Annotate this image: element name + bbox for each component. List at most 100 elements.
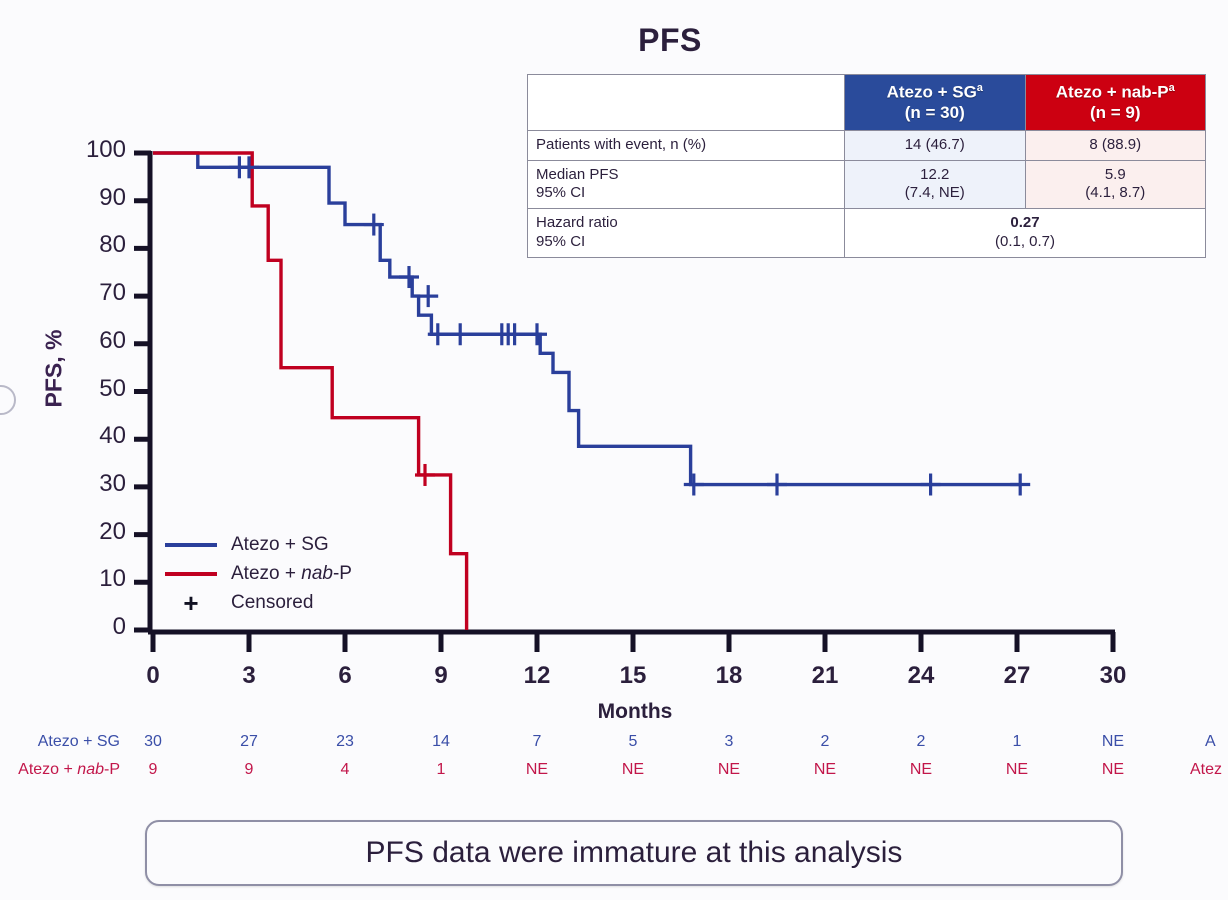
summary-value-median-sg-l1: 12.2 — [920, 165, 950, 183]
at-risk-value: 3 — [724, 733, 734, 750]
at-risk-value: 9 — [148, 761, 158, 778]
at-risk-value: NE — [525, 761, 549, 778]
summary-value-hazard-ratio-ci: (0.1, 0.7) — [994, 232, 1056, 250]
y-axis-tick-label: 90 — [99, 183, 126, 211]
x-axis-tick-label: 27 — [1003, 662, 1031, 689]
censor-marks-atezo-sg — [229, 156, 1031, 496]
at-risk-end-label-sg: A — [1205, 733, 1216, 750]
x-axis-tick-label: 6 — [338, 662, 352, 689]
y-axis-tick-label: 40 — [99, 422, 126, 450]
y-axis-tick-label: 0 — [112, 613, 126, 640]
at-risk-value: 1 — [436, 761, 446, 778]
annotation-banner: PFS data were immature at this analysis — [145, 820, 1123, 886]
at-risk-value: NE — [813, 761, 837, 778]
at-risk-row-nab: Atezo + nab-P Atez 9 9 4 1 NE NE NE NE NE NE NE — [0, 761, 1228, 787]
table-row: Hazard ratio 95% CI 0.27 (0.1, 0.7) — [527, 208, 1206, 258]
legend-item-atezo-sg: Atezo + SG — [165, 530, 352, 559]
at-risk-value: NE — [717, 761, 741, 778]
at-risk-value: 27 — [240, 733, 258, 750]
x-axis-tick-label: 30 — [1099, 662, 1127, 689]
summary-table-body: Patients with event, n (%) 14 (46.7) 8 (… — [527, 129, 1206, 258]
annotation-banner-text: PFS data were immature at this analysis — [365, 836, 903, 869]
summary-value-median-nab: 5.9 (4.1, 8.7) — [1024, 159, 1206, 209]
y-axis-tick-label: 20 — [99, 517, 126, 545]
legend-line-icon-nab — [165, 571, 217, 576]
x-axis-tick-label: 0 — [146, 662, 160, 689]
summary-row-label-median: Median PFS 95% CI — [527, 159, 845, 209]
summary-row-label-hr-l2: 95% CI — [536, 232, 586, 250]
at-risk-end-label-nab: Atez — [1190, 761, 1223, 778]
y-axis-ticks — [134, 150, 151, 633]
summary-row-label-hr: Hazard ratio 95% CI — [527, 208, 845, 258]
legend-label-nab: Atezo + nab-P — [231, 562, 352, 584]
x-axis-ticks — [150, 632, 1116, 652]
x-axis-title: Months — [597, 700, 673, 723]
summary-value-median-nab-l1: 5.9 — [1104, 165, 1126, 183]
summary-table-head: Atezo + SGa (n = 30) Atezo + nab-Pa (n =… — [527, 74, 1206, 131]
summary-value-events-sg: 14 (46.7) — [844, 129, 1026, 161]
x-axis-tick-label: 24 — [907, 662, 935, 689]
x-axis-tick-label: 12 — [523, 662, 551, 689]
summary-col-header-sg-n: (n = 30) — [904, 102, 965, 122]
at-risk-value: 9 — [244, 761, 254, 778]
at-risk-value: NE — [621, 761, 645, 778]
at-risk-value: NE — [1101, 733, 1125, 750]
at-risk-value: 1 — [1012, 733, 1022, 750]
y-axis-tick-label: 50 — [99, 374, 126, 402]
chart-legend: Atezo + SG Atezo + nab-P + Censored — [165, 530, 352, 617]
at-risk-value: 7 — [532, 733, 542, 750]
y-axis-tick-label: 60 — [99, 326, 126, 354]
censor-marks-atezo-nab-p — [415, 463, 435, 486]
summary-col-header-sg: Atezo + SGa (n = 30) — [844, 74, 1026, 131]
legend-item-atezo-nab-p: Atezo + nab-P — [165, 559, 352, 588]
at-risk-label-sg: Atezo + SG — [37, 733, 120, 750]
legend-line-icon-sg — [165, 542, 217, 547]
at-risk-value: 4 — [340, 761, 350, 778]
at-risk-value: 2 — [916, 733, 926, 750]
summary-value-hazard-ratio: 0.27 (0.1, 0.7) — [844, 208, 1206, 258]
summary-row-label-events: Patients with event, n (%) — [527, 129, 845, 161]
km-step-line — [153, 151, 469, 630]
summary-col-header-nab: Atezo + nab-Pa (n = 9) — [1024, 74, 1206, 131]
y-axis-tick-label: 30 — [99, 469, 126, 497]
at-risk-value: NE — [909, 761, 933, 778]
at-risk-label-nab: Atezo + nab-P — [18, 761, 120, 778]
x-axis-tick-label: 21 — [811, 662, 839, 689]
plus-icon: + — [183, 587, 199, 618]
summary-value-median-nab-l2: (4.1, 8.7) — [1085, 184, 1146, 202]
summary-col-header-nab-sup: a — [1168, 82, 1175, 94]
legend-item-censored: + Censored — [165, 588, 352, 617]
y-axis-tick-label: 80 — [99, 231, 126, 259]
y-axis-tick-label: 70 — [99, 279, 126, 307]
km-step-line — [153, 151, 1021, 487]
legend-label-censored: Censored — [231, 591, 314, 613]
summary-col-header-nab-name: Atezo + nab-P — [1055, 82, 1169, 102]
summary-value-median-sg: 12.2 (7.4, NE) — [844, 159, 1026, 209]
at-risk-value: NE — [1101, 761, 1125, 778]
summary-table: Atezo + SGa (n = 30) Atezo + nab-Pa (n =… — [527, 74, 1206, 258]
y-axis-tick-label: 10 — [99, 565, 126, 593]
table-row: Patients with event, n (%) 14 (46.7) 8 (… — [527, 129, 1206, 161]
summary-col-header-sg-name: Atezo + SG — [886, 82, 977, 102]
x-axis-tick-label: 18 — [715, 662, 743, 689]
at-risk-value: 14 — [432, 733, 450, 750]
at-risk-value: 5 — [628, 733, 638, 750]
page-title: PFS — [638, 22, 702, 58]
summary-col-header-nab-n: (n = 9) — [1089, 102, 1141, 122]
summary-row-label-median-l1: Median PFS — [536, 165, 619, 183]
summary-table-header-row: Atezo + SGa (n = 30) Atezo + nab-Pa (n =… — [527, 74, 1206, 131]
curve-atezo-sg — [153, 151, 1021, 487]
summary-row-label-median-l2: 95% CI — [536, 184, 586, 202]
y-axis-title: PFS, % — [40, 329, 67, 408]
summary-value-median-sg-l2: (7.4, NE) — [904, 184, 965, 202]
legend-label-sg: Atezo + SG — [231, 533, 329, 555]
at-risk-row-sg: Atezo + SG A 30 27 23 14 7 5 3 2 2 1 NE — [0, 733, 1228, 759]
x-axis-tick-label: 3 — [242, 662, 256, 689]
curve-atezo-nab-p — [153, 151, 469, 630]
at-risk-value: 2 — [820, 733, 830, 750]
at-risk-value: 30 — [144, 733, 162, 750]
summary-row-label-hr-l1: Hazard ratio — [536, 214, 618, 231]
